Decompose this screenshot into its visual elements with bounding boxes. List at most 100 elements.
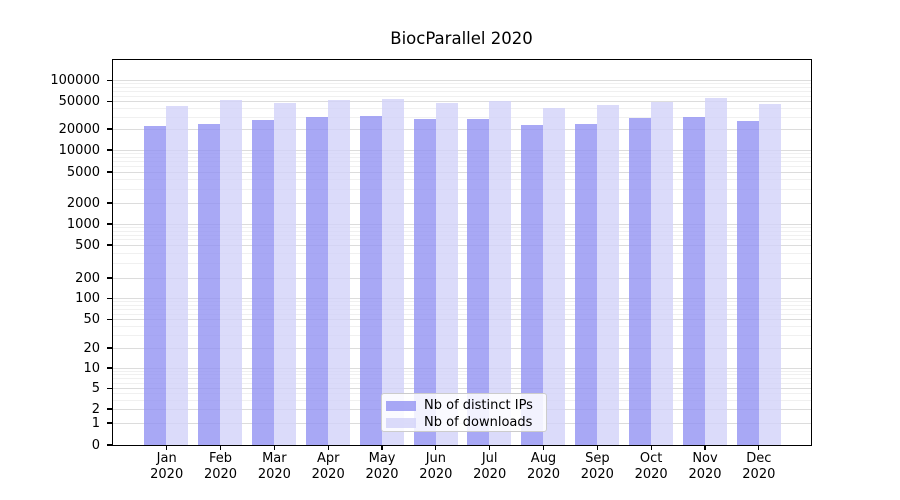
gridline-minor bbox=[112, 156, 811, 158]
x-axis-tick-label-month: Jul bbox=[481, 450, 498, 466]
x-axis-tick-label-month: Nov bbox=[692, 450, 718, 466]
chart-title: BiocParallel 2020 bbox=[390, 29, 533, 48]
gridline-minor bbox=[112, 305, 811, 307]
x-axis-tick-label-year: 2020 bbox=[473, 466, 507, 482]
x-axis-tick bbox=[542, 445, 545, 450]
gridline-minor bbox=[112, 83, 811, 85]
y-axis-tick bbox=[106, 171, 113, 173]
y-axis-tick bbox=[106, 244, 113, 246]
gridline-minor bbox=[112, 226, 811, 228]
x-axis-tick bbox=[219, 445, 222, 450]
bar-jul-distinct-ips bbox=[467, 119, 490, 445]
y-axis-tick bbox=[106, 128, 113, 130]
legend-label: Nb of distinct IPs bbox=[424, 398, 533, 413]
x-axis-tick-label-month: Jun bbox=[425, 450, 446, 466]
y-axis-tick bbox=[106, 149, 113, 151]
x-axis-tick-label-year: 2020 bbox=[311, 466, 345, 482]
y-axis-tick-label: 10 bbox=[83, 360, 100, 376]
x-axis-tick-label-month: May bbox=[368, 450, 396, 466]
bar-oct-distinct-ips bbox=[628, 118, 651, 445]
gridline bbox=[112, 149, 811, 151]
legend-swatch bbox=[386, 417, 416, 428]
gridline-minor bbox=[112, 230, 811, 232]
y-axis-tick-label: 20000 bbox=[58, 121, 100, 137]
bar-feb-distinct-ips bbox=[198, 124, 221, 445]
bar-jan-distinct-ips bbox=[144, 125, 167, 445]
gridline-minor bbox=[112, 313, 811, 315]
x-axis-tick bbox=[166, 445, 168, 450]
x-axis-tick bbox=[381, 445, 383, 450]
y-axis-tick-label: 200 bbox=[75, 270, 100, 286]
x-axis-tick-label-month: Oct bbox=[639, 450, 663, 466]
x-axis-tick bbox=[704, 445, 706, 450]
x-axis-tick bbox=[758, 445, 760, 450]
x-axis-tick-label-year: 2020 bbox=[742, 466, 776, 482]
bar-jun-distinct-ips bbox=[413, 119, 436, 445]
gridline-minor bbox=[112, 91, 811, 93]
gridline bbox=[112, 319, 811, 321]
bar-apr-downloads bbox=[327, 99, 350, 445]
gridline-minor bbox=[112, 87, 811, 89]
bar-mar-distinct-ips bbox=[252, 119, 275, 445]
gridline bbox=[112, 101, 811, 103]
gridline-minor bbox=[112, 234, 811, 236]
gridline-minor bbox=[112, 252, 811, 254]
gridline-minor bbox=[112, 239, 811, 241]
y-axis-tick-label: 5 bbox=[91, 381, 100, 396]
y-axis-tick-label: 100000 bbox=[50, 73, 100, 88]
x-axis-tick-label-year: 2020 bbox=[257, 466, 291, 482]
y-axis-tick-label: 10000 bbox=[58, 142, 100, 158]
x-axis-tick-label-month: Jan bbox=[156, 450, 177, 466]
y-axis-tick-label: 50000 bbox=[58, 94, 100, 109]
y-axis-tick bbox=[106, 387, 113, 390]
x-axis-tick-label-month: Dec bbox=[746, 450, 772, 466]
x-axis-tick-label-year: 2020 bbox=[526, 466, 561, 482]
gridline-minor bbox=[112, 309, 811, 311]
gridline bbox=[112, 277, 811, 279]
y-axis-tick bbox=[106, 444, 113, 446]
x-axis-tick bbox=[273, 445, 275, 450]
bar-feb-downloads bbox=[220, 100, 243, 445]
gridline bbox=[112, 298, 811, 300]
x-axis-tick bbox=[596, 445, 598, 450]
bar-sep-downloads bbox=[597, 105, 620, 445]
legend-item: Nb of downloads bbox=[386, 414, 546, 431]
gridline bbox=[112, 347, 811, 349]
y-axis-tick bbox=[106, 367, 113, 369]
bar-dec-distinct-ips bbox=[736, 120, 759, 445]
gridline-minor bbox=[112, 95, 811, 97]
x-axis-tick-label-year: 2020 bbox=[634, 466, 668, 482]
bar-sep-distinct-ips bbox=[575, 123, 598, 445]
gridline-minor bbox=[112, 189, 811, 191]
legend-item: Nb of distinct IPs bbox=[386, 397, 546, 414]
bar-nov-distinct-ips bbox=[682, 117, 705, 445]
gridline-minor bbox=[112, 326, 811, 328]
bar-may-distinct-ips bbox=[359, 116, 382, 445]
x-axis-tick-label-year: 2020 bbox=[150, 466, 184, 482]
y-axis-tick bbox=[106, 79, 113, 82]
gridline-minor bbox=[112, 374, 811, 376]
y-axis-tick-label: 1000 bbox=[66, 216, 100, 232]
gridline-minor bbox=[112, 335, 811, 337]
y-axis-tick-label: 100 bbox=[75, 291, 100, 306]
bar-apr-distinct-ips bbox=[305, 116, 328, 445]
gridline bbox=[112, 244, 811, 246]
legend: Nb of distinct IPs Nb of downloads bbox=[381, 393, 547, 432]
y-axis-tick bbox=[106, 223, 113, 225]
y-axis-tick-label: 2 bbox=[91, 401, 100, 417]
x-axis-tick-label-month: Sep bbox=[585, 450, 610, 466]
gridline-minor bbox=[112, 370, 811, 372]
x-axis-tick-label-month: Aug bbox=[530, 450, 557, 466]
bar-mar-downloads bbox=[274, 103, 297, 445]
y-axis-tick bbox=[106, 100, 113, 103]
gridline bbox=[112, 128, 811, 130]
y-axis-tick-label: 500 bbox=[75, 237, 100, 253]
x-axis-tick-label-month: Feb bbox=[209, 450, 233, 466]
gridline bbox=[112, 388, 811, 390]
bar-dec-downloads bbox=[758, 104, 781, 445]
y-axis-tick-label: 0 bbox=[91, 437, 100, 453]
x-axis-tick-label-year: 2020 bbox=[419, 466, 453, 482]
y-axis-tick bbox=[106, 408, 113, 410]
y-axis-tick-label: 5000 bbox=[66, 164, 100, 180]
